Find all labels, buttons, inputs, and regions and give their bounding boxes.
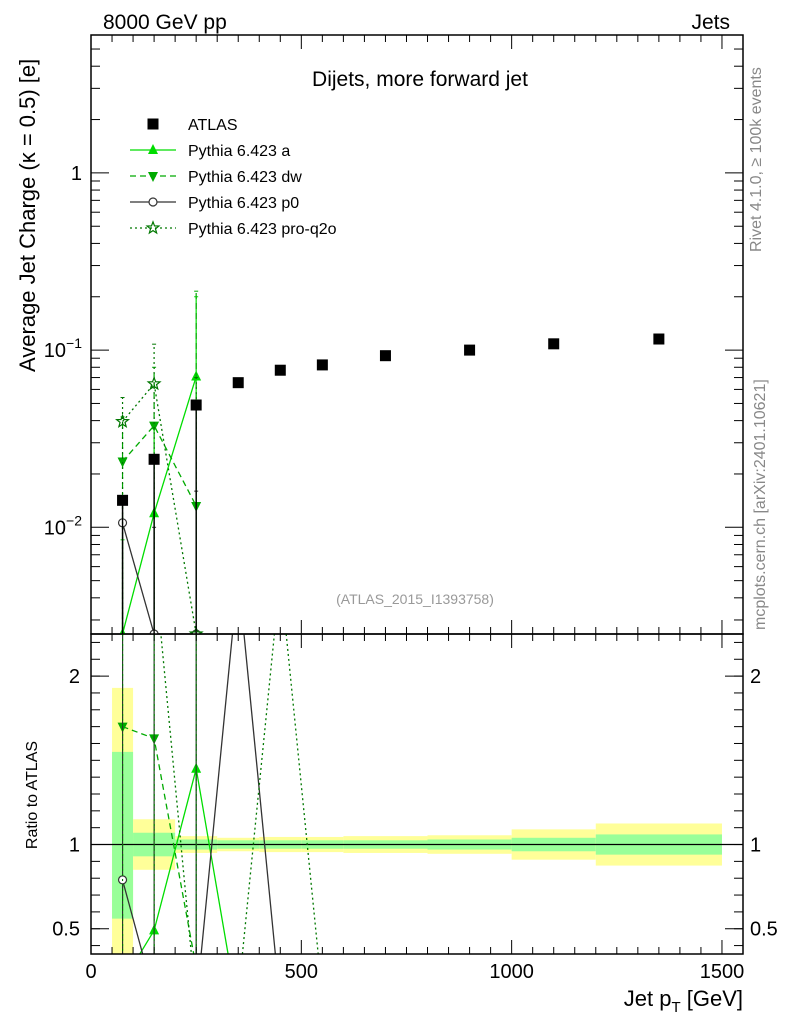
tick-exponent: −1 — [66, 335, 82, 351]
legend-marker-a — [148, 144, 158, 154]
atlas-point — [653, 333, 665, 345]
series-line-dw — [122, 424, 197, 507]
point-proq2o — [188, 626, 204, 634]
legend-marker-dw — [148, 172, 158, 182]
main-y-tick-label: 1 — [71, 163, 82, 185]
x-tick-label: 500 — [285, 961, 318, 983]
atlas-point — [379, 350, 391, 362]
ratio-y-tick-label-right: 2 — [750, 666, 761, 688]
ratio-frame — [90, 633, 744, 955]
ratio-y-tick-label-left: 2 — [69, 666, 80, 688]
plot-title: Dijets, more forward jet — [312, 68, 528, 91]
legend-label-atlas: ATLAS — [188, 117, 238, 134]
header-energy-label: 8000 GeV pp — [103, 11, 227, 34]
main-y-ticks: 10−210−11 — [44, 34, 744, 634]
x-tick-label: 1000 — [489, 961, 534, 983]
ratio-point-proq2o — [190, 998, 202, 1009]
tick-base: 1 — [71, 163, 82, 185]
ratio-y-tick-label-right: 0.5 — [750, 919, 778, 941]
main-panel: Dijets, more forward jet (ATLAS_2015_I13… — [15, 34, 744, 635]
point-proq2o — [115, 413, 131, 428]
x-axis-label-unit: [GeV] — [681, 986, 743, 1011]
tick-exponent: −2 — [66, 512, 82, 528]
legend: ATLAS Pythia 6.423 a Pythia 6.423 dw Pythia… — [130, 117, 337, 238]
ratio-point-dw — [191, 963, 201, 973]
atlas-point — [548, 338, 560, 350]
main-data-layer — [115, 290, 665, 634]
series-line-proq2o — [122, 382, 197, 634]
x-tick-label: 0 — [85, 961, 96, 983]
tick-base: 10 — [44, 517, 66, 539]
mcplots-source-label: mcplots.cern.ch [arXiv:2401.10621] — [752, 379, 769, 630]
rivet-version-label: Rivet 4.1.0, ≥ 100k events — [748, 67, 765, 252]
legend-label-dw: Pythia 6.423 dw — [188, 169, 302, 186]
atlas-point — [316, 359, 328, 371]
ratio-point-a — [118, 977, 128, 987]
legend-marker-proq2o — [145, 220, 161, 235]
ratio-data-layer — [117, 634, 319, 1009]
ratio-point-p0 — [150, 992, 158, 1000]
x-axis-label-subscript: T — [671, 999, 680, 1016]
legend-marker-atlas — [147, 118, 159, 130]
atlas-point — [274, 364, 286, 376]
x-tick-label: 1500 — [700, 961, 745, 983]
main-y-tick-label: 10−2 — [44, 512, 82, 539]
ratio-panel: Ratio to ATLAS 0.5 0.5 1 1 2 2 0 500 1000 1500 Je… — [24, 633, 778, 1016]
analysis-watermark: (ATLAS_2015_I1393758) — [336, 591, 494, 607]
ratio-uncertainty-bands — [91, 687, 743, 954]
legend-label-p0: Pythia 6.423 p0 — [188, 195, 299, 212]
ratio-point-p0 — [192, 1001, 200, 1009]
tick-base: 10 — [44, 340, 66, 362]
ratio-y-tick-label-left: 1 — [69, 835, 80, 857]
ratio-y-tick-label-left: 0.5 — [52, 919, 80, 941]
main-y-axis-label: Average Jet Charge (κ = 0.5) [e] — [15, 59, 40, 372]
legend-label-a: Pythia 6.423 a — [188, 143, 290, 160]
point-proq2o — [146, 375, 162, 391]
ratio-line-proq2o — [160, 634, 319, 954]
ratio-line-p0 — [121, 634, 277, 954]
point-dw — [149, 421, 160, 432]
atlas-point — [190, 399, 202, 411]
x-axis-label: Jet pT [GeV] — [624, 986, 743, 1016]
atlas-point — [464, 344, 476, 356]
ratio-line-a — [139, 768, 229, 954]
legend-marker-p0 — [148, 197, 158, 207]
ratio-y-tick-label-right: 1 — [750, 835, 761, 857]
ratio-y-axis-label: Ratio to ATLAS — [24, 741, 41, 849]
legend-label-proq2o: Pythia 6.423 pro-q2o — [188, 221, 337, 238]
header-process-label: Jets — [691, 11, 730, 34]
atlas-point — [232, 377, 244, 389]
atlas-point — [117, 494, 129, 506]
series-line-p0 — [121, 522, 197, 634]
x-axis-label-main: Jet p — [624, 986, 672, 1011]
main-y-tick-label: 10−1 — [44, 335, 82, 362]
atlas-point — [148, 453, 160, 465]
ratio-ticks: 0.5 0.5 1 1 2 2 0 500 1000 1500 — [52, 634, 778, 983]
